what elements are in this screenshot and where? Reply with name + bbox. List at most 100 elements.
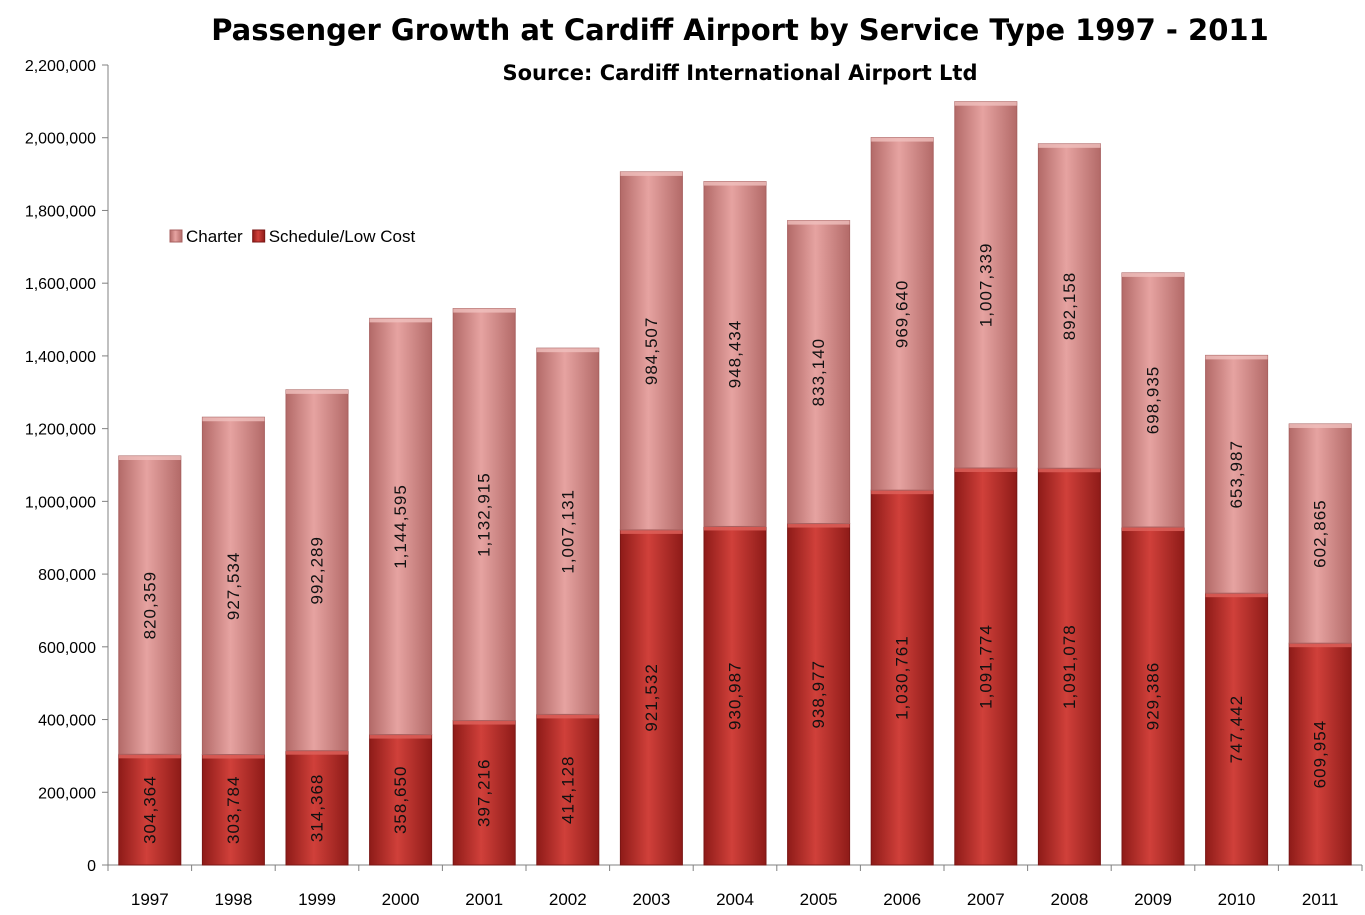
x-tick-label: 2000 [382,890,420,909]
data-label: 1,007,131 [558,489,577,574]
data-label: 921,532 [642,663,661,731]
legend-swatch [252,229,266,243]
data-labels: 304,364 820,359 303,784 927,534 314,368 992,2… [140,243,1329,844]
bar-cap [536,714,599,719]
data-label: 930,987 [726,662,745,730]
bar-charter [452,308,516,722]
bar-cap [787,220,850,225]
x-tick-label: 1997 [131,890,169,909]
data-label: 314,368 [308,774,327,842]
bar-cap [1289,423,1352,428]
y-axis: 0 200,000 400,000 600,000 800,000 1,000,000 1,… [25,58,109,875]
bar-cap [954,101,1017,106]
data-label: 698,935 [1144,366,1163,434]
y-tick-label: 1,000,000 [25,494,96,511]
bar-cap [787,523,850,528]
bar-charter [619,171,683,531]
data-label: 304,364 [140,775,159,843]
bar-schedule-low-cost [369,734,433,866]
bar-cap [202,417,265,422]
x-tick-label: 1999 [298,890,336,909]
legend-swatch [169,229,183,243]
bar-cap [1122,272,1184,277]
bar-cap [118,754,181,759]
data-label: 602,865 [1311,499,1330,567]
data-label: 1,030,761 [893,635,912,720]
bar-cap [536,348,599,353]
bar-cap [1122,527,1184,532]
bar-cap [704,181,766,186]
data-label: 303,784 [224,776,243,844]
x-tick-label: 2004 [716,890,754,909]
bar-schedule-low-cost [703,525,767,866]
data-label: 358,650 [391,766,410,834]
data-label: 653,987 [1227,440,1246,508]
bar-cap [453,308,516,313]
chart-subtitle: Source: Cardiff International Airport Lt… [503,61,978,85]
bar-charter [536,347,600,715]
bar-cap [369,318,432,323]
bar-cap [871,490,934,495]
bar-charter [285,389,349,752]
bar-charter [1205,354,1269,594]
bar-schedule-low-cost [870,489,934,866]
data-label: 927,534 [224,552,243,620]
y-tick-label: 1,200,000 [25,422,96,439]
bar-charter [369,317,433,736]
bar-charter [1288,423,1352,644]
data-label: 1,091,774 [976,624,995,709]
x-tick-label: 2010 [1218,890,1256,909]
bar-charter [870,137,934,491]
data-label: 747,442 [1227,695,1246,763]
bar-cap [202,754,265,759]
x-tick-label: 2007 [967,890,1005,909]
bar-cap [118,456,181,461]
x-tick-label: 2005 [800,890,838,909]
data-label: 609,954 [1311,720,1330,788]
legend-label: Charter [186,227,243,246]
y-tick-label: 400,000 [38,713,96,730]
x-tick-label: 2009 [1134,890,1172,909]
x-tick-label: 2002 [549,890,587,909]
bar-cap [286,750,348,755]
x-tick-label: 2011 [1302,890,1339,909]
x-tick-label: 2006 [883,890,921,909]
bar-charter [1037,143,1101,469]
bar-schedule-low-cost [1205,592,1269,866]
bar-cap [286,389,348,394]
bar-charter [118,455,182,755]
bar-schedule-low-cost [118,753,182,866]
data-label: 1,007,339 [976,243,995,328]
data-label: 1,091,078 [1060,624,1079,709]
bar-cap [871,137,934,142]
bar-schedule-low-cost [285,750,349,866]
bar-schedule-low-cost [619,529,683,866]
bar-charter [787,220,851,525]
y-tick-label: 2,000,000 [25,131,96,148]
x-tick-label: 2003 [632,890,670,909]
bars [118,101,1352,866]
data-label: 948,434 [726,320,745,388]
data-label: 414,128 [558,755,577,823]
legend: Charter Schedule/Low Cost [169,227,415,246]
chart-title: Passenger Growth at Cardiff Airport by S… [211,13,1269,47]
data-label: 1,132,915 [475,472,494,557]
bar-cap [1205,593,1268,598]
data-label: 1,144,595 [391,484,410,569]
bar-cap [1205,355,1268,360]
bar-cap [620,171,683,176]
bar-schedule-low-cost [452,720,516,866]
data-label: 833,140 [809,338,828,406]
y-tick-label: 0 [87,858,96,875]
data-label: 397,216 [475,759,494,827]
y-tick-label: 600,000 [38,640,96,657]
bar-schedule-low-cost [1288,642,1352,866]
x-tick-label: 2001 [465,890,503,909]
bar-schedule-low-cost [536,713,600,866]
x-tick-label: 1998 [214,890,252,909]
bar-cap [620,529,683,534]
y-tick-label: 2,200,000 [25,58,96,75]
bar-schedule-low-cost [201,754,265,866]
bar-schedule-low-cost [954,467,1018,866]
